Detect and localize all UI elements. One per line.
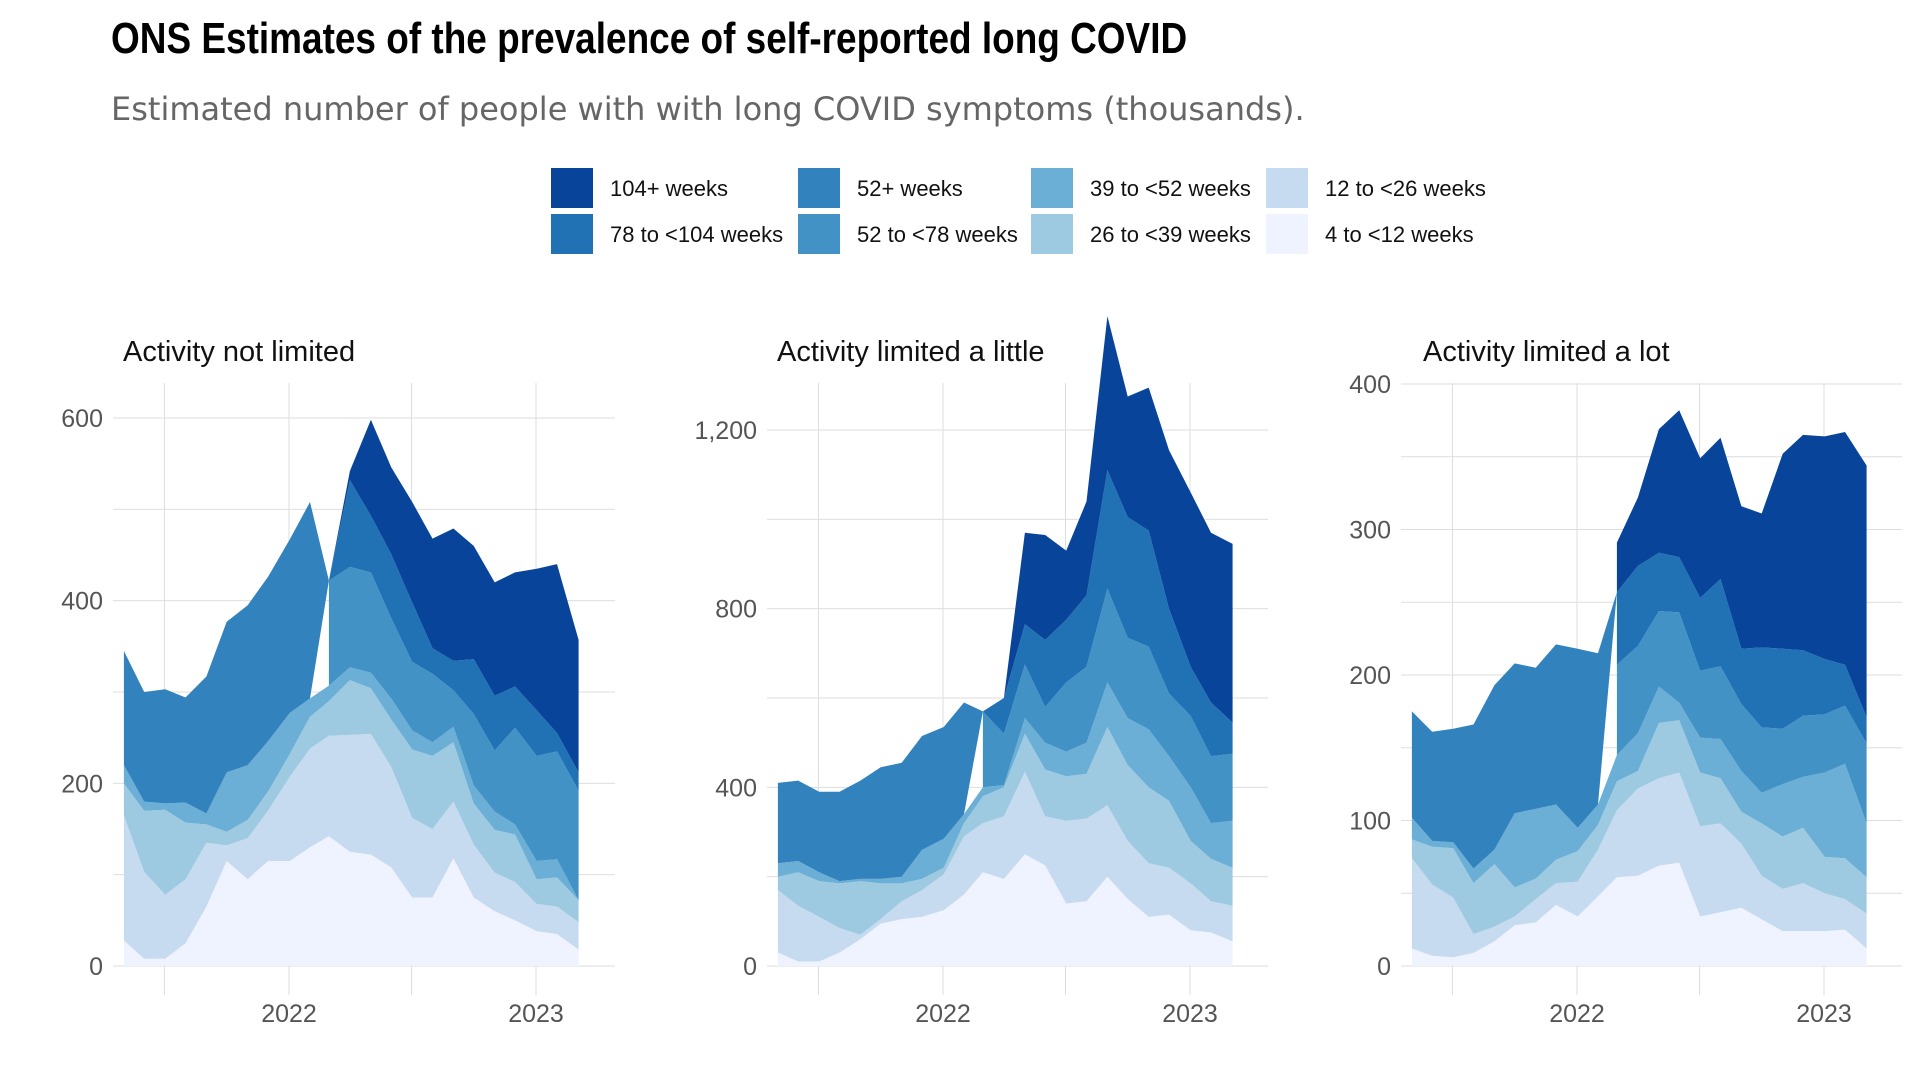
area-78-to-lt104-weeks: [1616, 552, 1867, 744]
area-26-to-lt39-weeks: [123, 680, 579, 923]
legend-item-4-to-lt12-weeks: 4 to <12 weeks: [1266, 214, 1474, 254]
legend-swatch-104plus-weeks: [551, 168, 593, 208]
area-52-to-lt78-weeks: [1616, 611, 1867, 824]
legend-swatch-52-to-lt78-weeks: [798, 214, 840, 254]
area-104plus-weeks: [1616, 410, 1867, 718]
chart-legend: 104+ weeks 78 to <104 weeks 52+ weeks 52 to…: [551, 168, 1486, 254]
panel-title: Activity limited a lot: [1423, 336, 1670, 368]
area-4-to-lt12-weeks: [777, 854, 1233, 966]
area-52-to-lt78-weeks: [328, 566, 579, 901]
legend-label: 39 to <52 weeks: [1090, 176, 1251, 201]
legend-item-104plus-weeks: 104+ weeks: [551, 168, 728, 208]
legend-label: 26 to <39 weeks: [1090, 222, 1251, 247]
chart-panels: 0 200 400 600 2022 2023 Activity not limited 0 4…: [61, 316, 1902, 1028]
panel-activity-limited-a-little: 0 400 800 1,200 2022 2023 Activity limited a l…: [694, 316, 1268, 1028]
panel-title: Activity not limited: [123, 336, 355, 368]
area-4-to-lt12-weeks: [1411, 862, 1867, 966]
x-tick-label: 2023: [1796, 1000, 1852, 1028]
x-tick-label: 2022: [261, 1000, 317, 1028]
area-4-to-lt12-weeks: [123, 836, 579, 966]
y-tick-label: 200: [1349, 662, 1391, 690]
area-78-to-lt104-weeks: [982, 470, 1233, 757]
area-12-to-lt26-weeks: [123, 734, 579, 959]
area-52plus-weeks: [123, 502, 329, 814]
area-52plus-weeks: [777, 702, 983, 882]
area-12-to-lt26-weeks: [777, 771, 1233, 962]
y-tick-label: 600: [61, 405, 103, 433]
legend-swatch-52plus-weeks: [798, 168, 840, 208]
y-tick-label: 400: [61, 588, 103, 616]
panel-areas: [123, 419, 579, 966]
legend-label: 52 to <78 weeks: [857, 222, 1018, 247]
legend-swatch-4-to-lt12-weeks: [1266, 214, 1308, 254]
y-tick-label: 300: [1349, 517, 1391, 545]
panel-activity-not-limited: 0 200 400 600 2022 2023 Activity not limited: [61, 336, 615, 1028]
panel-title: Activity limited a little: [777, 336, 1045, 368]
legend-label: 52+ weeks: [857, 176, 963, 201]
legend-label: 104+ weeks: [610, 176, 728, 201]
legend-item-39-to-lt52-weeks: 39 to <52 weeks: [1031, 168, 1251, 208]
legend-label: 4 to <12 weeks: [1325, 222, 1474, 247]
legend-item-52-to-lt78-weeks: 52 to <78 weeks: [798, 214, 1018, 254]
y-tick-label: 800: [715, 596, 757, 624]
page-title: ONS Estimates of the prevalence of self-…: [111, 14, 1188, 63]
legend-swatch-12-to-lt26-weeks: [1266, 168, 1308, 208]
panel-activity-limited-a-lot: 0 100 200 300 400 2022 2023 Activity limited a …: [1349, 336, 1902, 1028]
y-tick-label: 400: [715, 774, 757, 802]
y-tick-label: 200: [61, 770, 103, 798]
legend-label: 78 to <104 weeks: [610, 222, 783, 247]
legend-swatch-26-to-lt39-weeks: [1031, 214, 1073, 254]
x-tick-label: 2023: [1162, 1000, 1218, 1028]
y-tick-label: 0: [743, 953, 757, 981]
x-tick-label: 2023: [508, 1000, 564, 1028]
panel-areas: [777, 316, 1233, 966]
y-tick-label: 0: [89, 953, 103, 981]
area-52plus-weeks: [1411, 592, 1617, 869]
x-tick-label: 2022: [1549, 1000, 1605, 1028]
legend-item-78-to-lt104-weeks: 78 to <104 weeks: [551, 214, 783, 254]
legend-item-26-to-lt39-weeks: 26 to <39 weeks: [1031, 214, 1251, 254]
panel-areas: [1411, 410, 1867, 966]
legend-swatch-78-to-lt104-weeks: [551, 214, 593, 254]
legend-label: 12 to <26 weeks: [1325, 176, 1486, 201]
page-subtitle: Estimated number of people with with lon…: [111, 90, 1305, 128]
x-tick-label: 2022: [915, 1000, 971, 1028]
area-104plus-weeks: [328, 419, 579, 773]
area-26-to-lt39-weeks: [777, 727, 1233, 935]
legend-item-12-to-lt26-weeks: 12 to <26 weeks: [1266, 168, 1486, 208]
y-tick-label: 1,200: [694, 417, 757, 445]
area-39-to-lt52-weeks: [777, 682, 1233, 884]
y-tick-label: 400: [1349, 371, 1391, 399]
area-78-to-lt104-weeks: [328, 480, 579, 791]
area-12-to-lt26-weeks: [1411, 772, 1867, 958]
area-52-to-lt78-weeks: [982, 588, 1233, 824]
area-104plus-weeks: [982, 316, 1233, 723]
y-tick-label: 0: [1377, 953, 1391, 981]
legend-swatch-39-to-lt52-weeks: [1031, 168, 1073, 208]
y-tick-label: 100: [1349, 808, 1391, 836]
area-39-to-lt52-weeks: [1411, 686, 1867, 888]
legend-item-52plus-weeks: 52+ weeks: [798, 168, 963, 208]
